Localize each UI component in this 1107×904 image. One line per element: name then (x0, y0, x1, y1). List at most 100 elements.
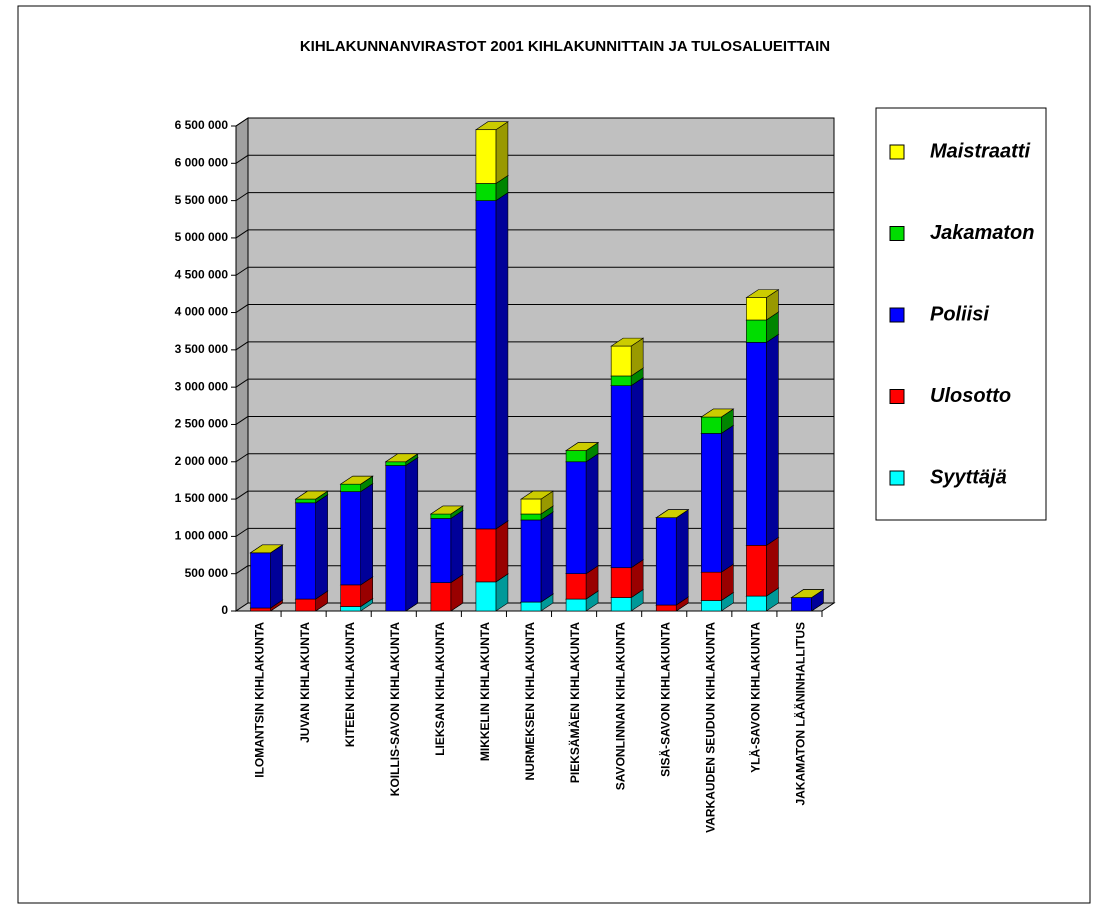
bar (610, 375, 632, 386)
bar-top (294, 490, 329, 500)
legend-swatch (889, 307, 905, 323)
bar (250, 607, 271, 612)
bar (250, 552, 271, 609)
legend-label: Poliisi (930, 303, 989, 325)
y-tick-label: 4 500 000 (175, 267, 229, 281)
bar (746, 545, 767, 597)
y-tick-label: 5 500 000 (175, 193, 229, 207)
bar (746, 595, 767, 612)
bar (385, 461, 407, 466)
y-tick-label: 6 000 000 (175, 155, 229, 169)
bar (791, 597, 812, 612)
x-tick-label: MIKKELIN KIHLAKUNTA (478, 622, 492, 761)
bar-side (315, 494, 328, 600)
y-tick-label: 1 000 000 (175, 529, 229, 543)
bar-side (540, 511, 554, 603)
grid-line (235, 453, 249, 463)
legend-swatch (889, 144, 905, 160)
bar-top (790, 589, 825, 598)
x-tick-label: SISÄ-SAVON KIHLAKUNTA (657, 622, 672, 777)
bar (701, 416, 722, 434)
grid-line (235, 416, 249, 425)
bar-side (675, 509, 689, 606)
bar-top (565, 442, 600, 451)
bar (610, 567, 632, 598)
grid-line (235, 565, 249, 575)
grid-line (235, 527, 249, 537)
chart-title: KIHLAKUNNANVIRASTOT 2001 KIHLAKUNNITTAIN… (300, 38, 830, 55)
bar (430, 518, 452, 583)
y-tick-label: 3 000 000 (175, 379, 229, 393)
bar (746, 342, 767, 546)
bar (746, 297, 767, 321)
bar-side (721, 424, 734, 573)
bar (565, 461, 587, 574)
grid-line (235, 266, 249, 276)
legend-swatch (889, 226, 905, 241)
side-wall (235, 117, 249, 612)
bar (475, 581, 497, 612)
bar (340, 491, 361, 586)
grid-line (235, 304, 249, 313)
bar (475, 528, 497, 583)
grid-line (235, 490, 249, 500)
y-tick-label: 2 000 000 (175, 454, 229, 468)
x-tick-label: SAVONLINNAN KIHLAKUNTA (613, 622, 627, 791)
x-tick-label: JAKAMATON LÄÄNINHALLITUS (793, 622, 808, 806)
bar-side (405, 456, 419, 612)
x-tick-label: KITEEN KIHLAKUNTA (343, 622, 357, 747)
bar (565, 573, 587, 600)
grid-line (235, 192, 249, 202)
y-tick-label: 500 000 (185, 566, 229, 580)
bar-side (630, 377, 644, 569)
bar (295, 502, 316, 600)
bar (520, 601, 542, 612)
legend-label: Jakamaton (930, 222, 1035, 244)
bar (655, 604, 677, 612)
bar-side (450, 509, 464, 584)
bar (565, 450, 587, 463)
bar (295, 598, 316, 612)
bar-side (495, 121, 509, 185)
bar (701, 433, 722, 573)
legend-swatch (889, 470, 905, 486)
legend-label: Syyttäjä (930, 466, 1007, 488)
x-tick-label: VARKAUDEN SEUDUN KIHLAKUNTA (703, 622, 717, 833)
bar (340, 584, 361, 607)
bar-side (360, 483, 373, 586)
bar-top (339, 475, 374, 485)
y-tick-label: 0 (221, 603, 228, 617)
grid-line (235, 117, 249, 127)
x-tick-label: PIEKSÄMÄEN KIHLAKUNTA (567, 622, 582, 783)
bar (385, 465, 407, 612)
y-tick-label: 6 500 000 (175, 118, 229, 132)
bar-top (429, 505, 464, 515)
bar-side (495, 192, 509, 530)
bar (701, 600, 722, 612)
x-tick-label: JUVAN KIHLAKUNTA (298, 622, 312, 743)
legend-swatch (889, 389, 905, 404)
bar-side (495, 520, 509, 583)
bar-side (766, 333, 779, 546)
bar-top (655, 509, 690, 519)
bar (701, 571, 722, 601)
bar-side (270, 544, 283, 609)
x-tick-label: NURMEKSEN KIHLAKUNTA (523, 622, 537, 781)
x-tick-label: LIEKSAN KIHLAKUNTA (433, 622, 447, 756)
y-tick-label: 5 000 000 (175, 230, 229, 244)
bar (430, 582, 452, 612)
bar (295, 498, 316, 504)
bar (520, 519, 542, 603)
bar (340, 606, 361, 612)
legend-label: Ulosotto (930, 385, 1011, 407)
bar-side (766, 536, 779, 597)
bar (610, 597, 632, 612)
bar-top (700, 408, 735, 418)
bar (746, 319, 767, 343)
x-tick-label: ILOMANTSIN KIHLAKUNTA (253, 622, 267, 778)
grid-line (235, 229, 249, 239)
bar (475, 183, 497, 201)
bar (610, 385, 632, 569)
grid-line (235, 341, 249, 351)
